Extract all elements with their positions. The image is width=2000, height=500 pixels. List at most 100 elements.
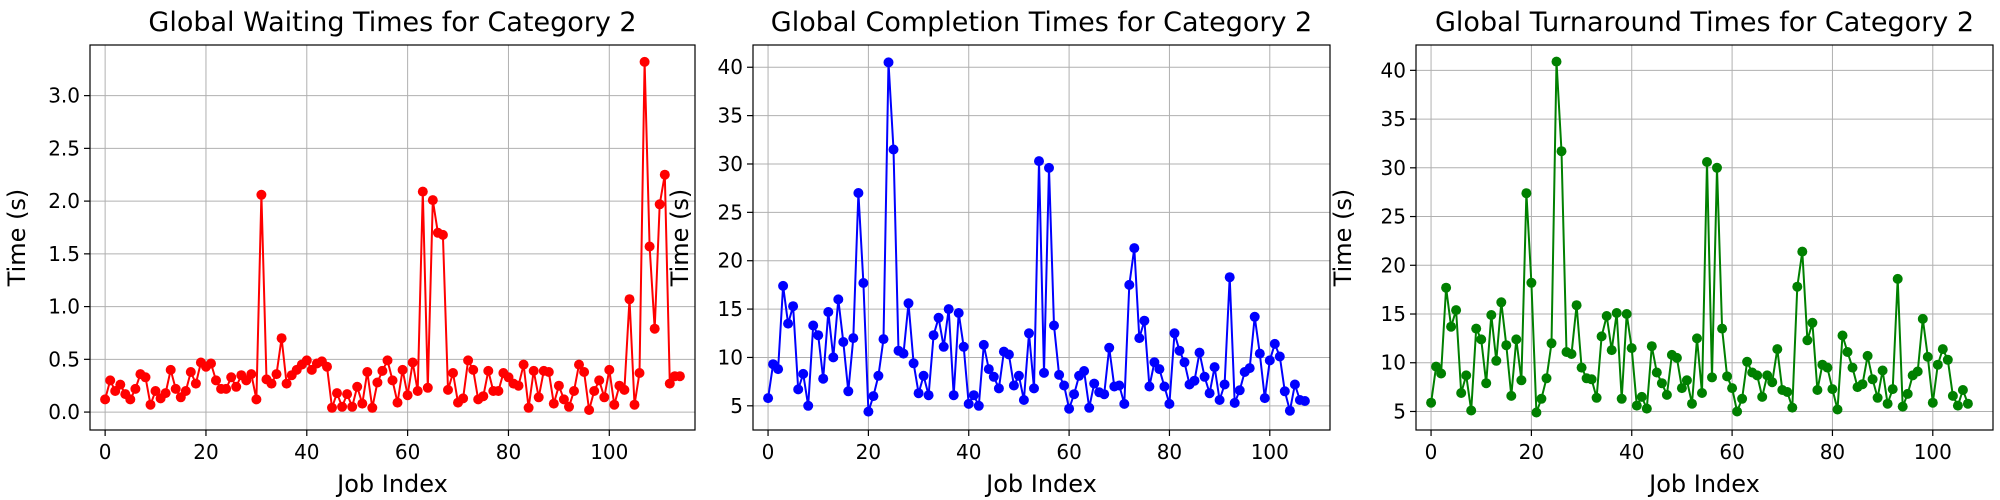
turnaround-data-point [1917,313,1928,324]
waiting-x-tick-label: 100 [590,440,628,464]
completion-data-point [1284,405,1295,416]
turnaround-data-point [1822,362,1833,373]
completion-y-tick-label: 25 [718,200,743,224]
turnaround-data-point [1526,277,1537,288]
turnaround-y-tick-label: 20 [1381,253,1406,277]
turnaround-data-point [1692,333,1702,344]
completion-data-point [1029,383,1039,394]
completion-data-point [1264,355,1275,366]
turnaround-data-point [1426,397,1437,408]
completion-data-point [813,330,824,341]
waiting-data-point [478,391,489,402]
completion-data-point [853,188,864,198]
turnaround-data-point [1461,370,1472,381]
turnaround-x-tick-label: 80 [1820,440,1845,464]
completion-data-point [898,348,909,359]
completion-data-point [1269,338,1280,349]
completion-data-point [808,320,819,331]
completion-data-point [1134,333,1145,344]
turnaround-data-point [1837,330,1848,341]
turnaround-data-point [1641,403,1652,414]
turnaround-data-point [1496,297,1507,308]
turnaround-series-line [1430,60,1969,414]
waiting-data-point [569,386,579,396]
waiting-data-point [125,394,136,405]
turnaround-data-point [1727,383,1738,394]
waiting-data-point [327,402,337,413]
turnaround-data-point [1832,404,1843,415]
turnaround-data-point [1792,281,1803,292]
waiting-data-point [543,367,554,377]
waiting-data-point [206,358,216,369]
turnaround-data-point [1446,321,1457,332]
completion-data-point [1159,381,1170,392]
completion-data-point [1194,347,1205,358]
waiting-chart: 0 20 40 60 80 100 0.0 0.5 1.0 1.5 2.0 2.5 3.0 Global … [3,7,696,498]
waiting-data-point [468,364,479,375]
waiting-data-point [634,368,645,378]
completion-data-point [793,384,804,395]
completion-x-tick-label: 60 [1056,440,1081,464]
completion-data-point [908,358,919,369]
completion-data-point [983,364,994,375]
completion-y-axis-label: Time (s) [666,189,694,288]
completion-data-point [798,368,809,379]
waiting-data-point [392,397,403,408]
waiting-plot-frame [89,44,696,431]
completion-data-point [1034,156,1044,167]
waiting-data-point [584,405,595,415]
waiting-data-point [362,367,373,377]
waiting-y-tick-label: 1.0 [48,295,80,319]
completion-data-point [988,371,999,382]
completion-data-point [838,337,849,347]
turnaround-data-point [1486,310,1497,320]
waiting-data-point [342,389,353,400]
completion-data-point [763,393,774,404]
turnaround-data-point [1897,401,1908,412]
turnaround-y-tick-label: 5 [1393,399,1406,423]
waiting-data-point [427,195,438,206]
waiting-chart-title: Global Waiting Times for Category 2 [148,7,636,38]
completion-data-point [1274,351,1285,362]
completion-data-point [923,390,934,401]
completion-x-tick-label: 20 [856,440,881,464]
turnaround-data-point [1712,162,1722,173]
waiting-data-point [579,367,590,377]
turnaround-data-point [1661,389,1672,400]
completion-data-point [1154,364,1165,375]
turnaround-data-point [1541,373,1552,384]
turnaround-data-point [1957,385,1968,395]
turnaround-y-axis-label: Time (s) [1329,189,1357,288]
turnaround-data-point [1882,398,1893,409]
completion-x-tick-label: 40 [956,440,981,464]
waiting-data-point [422,382,433,393]
waiting-series-line [104,60,680,411]
turnaround-x-tick-label: 0 [1425,440,1438,464]
waiting-y-tick-label: 0.5 [48,347,80,371]
waiting-data-point [649,323,660,334]
completion-data-point [1069,389,1080,400]
turnaround-data-point [1827,384,1838,395]
completion-data-point [918,370,929,381]
turnaround-data-point [1752,370,1763,381]
completion-data-point [1124,279,1135,290]
completion-y-tick-label: 15 [718,297,743,321]
turnaround-data-point [1506,390,1517,401]
turnaround-data-point [1456,388,1467,398]
turnaround-data-point [1782,387,1793,397]
waiting-data-point [518,359,529,370]
turnaround-y-tick-label: 10 [1381,351,1406,375]
waiting-data-point [382,355,393,366]
turnaround-x-tick-label: 60 [1719,440,1744,464]
completion-data-point [1179,357,1190,368]
turnaround-data-point [1476,334,1487,345]
waiting-data-point [553,380,564,391]
turnaround-data-point [1687,398,1697,409]
waiting-data-point [372,377,383,388]
waiting-data-point [574,359,584,370]
completion-data-point [963,398,974,409]
completion-data-point [1164,398,1175,409]
completion-y-tick-label: 10 [718,345,743,369]
turnaround-data-point [1586,374,1597,385]
completion-data-point [1219,379,1230,390]
